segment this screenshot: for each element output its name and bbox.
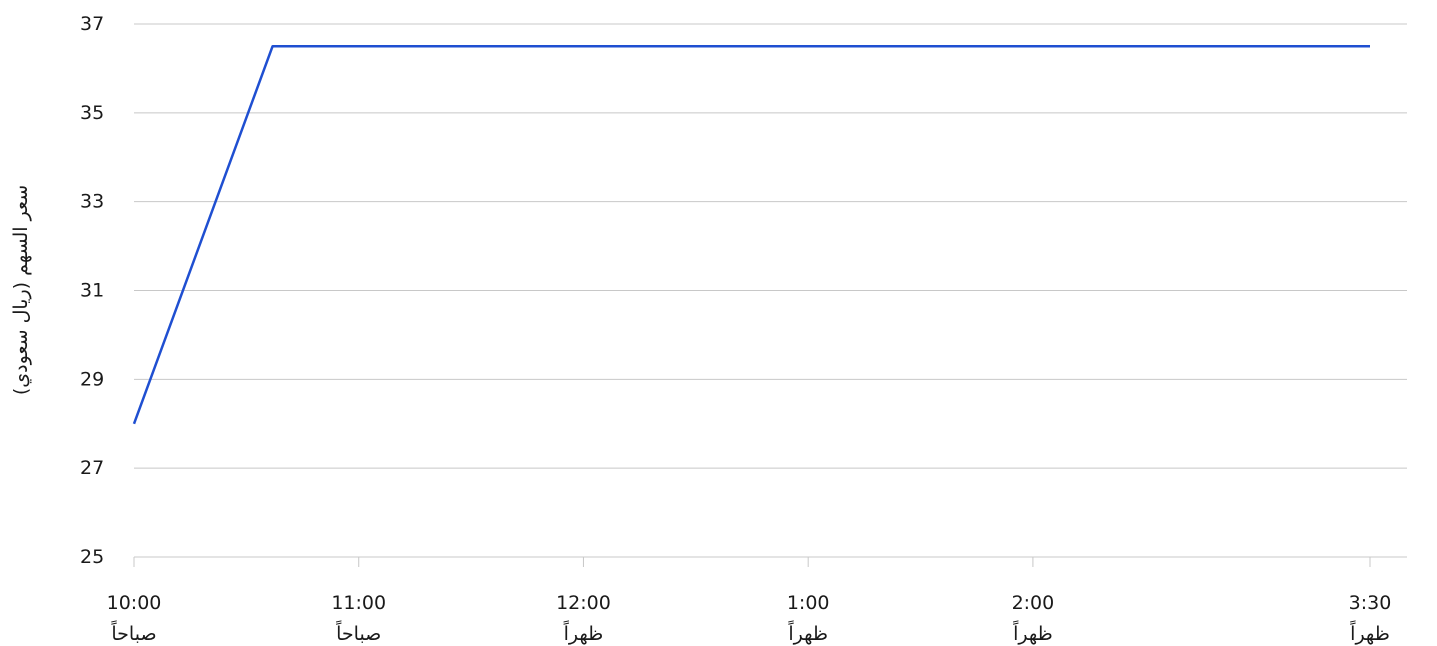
x-tick-label-period: ظهراً (1013, 620, 1053, 645)
series-layer (132, 44, 1370, 425)
x-axis-ticks: 10:00 صباحاً 11:00 صباحاً 12:00 ظهراً 1:00 ظهرا… (107, 557, 1392, 645)
y-tick-label: 27 (80, 457, 104, 479)
x-tick-label-time: 11:00 (331, 592, 386, 614)
y-tick-label: 31 (80, 280, 104, 302)
y-tick-label: 33 (80, 191, 104, 213)
x-tick-label-time: 12:00 (556, 592, 611, 614)
y-tick-label: 25 (80, 546, 104, 568)
x-tick-label-period: ظهراً (564, 620, 604, 645)
gridlines (134, 23, 1407, 469)
x-tick-label-period: صباحاً (336, 620, 381, 645)
y-axis-label: سعر السهم (ريال سعودي) (10, 185, 32, 395)
y-tick-label: 37 (80, 13, 104, 35)
x-tick-label-period: صباحاً (111, 620, 156, 645)
series-line (132, 44, 1370, 425)
x-tick-label-time: 1:00 (787, 592, 830, 614)
x-tick-label-time: 2:00 (1012, 592, 1055, 614)
y-tick-label: 29 (80, 368, 104, 390)
x-tick-label-time: 3:30 (1349, 592, 1392, 614)
x-tick-label-time: 10:00 (107, 592, 162, 614)
y-tick-label: 35 (80, 102, 104, 124)
x-tick-label-period: ظهراً (1350, 620, 1390, 645)
y-axis-ticks: 25 27 29 31 33 35 37 (80, 13, 104, 568)
x-tick-label-period: ظهراً (788, 620, 828, 645)
